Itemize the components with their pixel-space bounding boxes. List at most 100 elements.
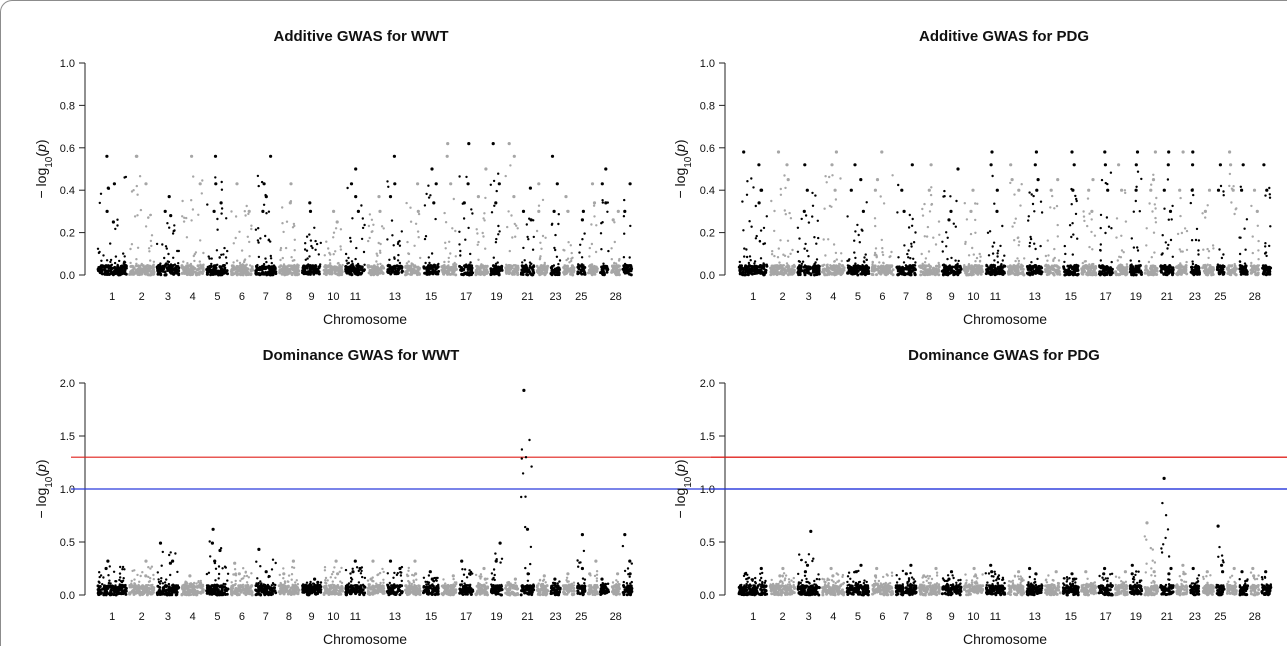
snp-point: [773, 254, 776, 258]
snp-point: [1108, 271, 1112, 275]
snp-point: [292, 267, 295, 271]
snp-point: [181, 215, 184, 218]
snp-point: [493, 204, 496, 207]
snp-point: [551, 269, 555, 273]
snp-point: [858, 241, 861, 244]
snp-point: [444, 266, 448, 270]
snp-point: [417, 236, 420, 239]
snp-point: [281, 256, 284, 260]
snp-point: [99, 192, 103, 195]
snp-point: [444, 269, 448, 273]
snp-point: [309, 270, 312, 274]
snp-point: [1264, 194, 1267, 197]
snp-point: [1034, 247, 1037, 251]
snp-point: [825, 181, 828, 184]
snp-point: [243, 258, 247, 261]
snp-point: [504, 174, 507, 178]
snp-point: [283, 265, 287, 269]
snp-point: [1211, 244, 1215, 247]
snp-point: [1182, 268, 1186, 272]
snp-point: [538, 272, 542, 276]
snp-point: [753, 260, 757, 263]
snp-point: [545, 268, 549, 272]
snp-point: [346, 271, 350, 275]
panel-1: Additive GWAS for WWT0.00.20.40.60.81.0−…: [33, 28, 634, 327]
y-tick-label: 0.4: [60, 185, 75, 197]
snp-point: [102, 267, 106, 271]
snp-point: [1202, 248, 1205, 251]
snp-point: [236, 259, 239, 262]
snp-point: [392, 244, 395, 247]
snp-peak-point: [537, 209, 541, 213]
snp-point: [1190, 265, 1194, 269]
snp-point: [398, 261, 402, 265]
x-tick-label: 1: [750, 291, 756, 303]
x-tick-label: 1: [109, 611, 115, 623]
snp-point: [955, 199, 958, 203]
snp-point: [1129, 267, 1133, 271]
snp-point: [830, 205, 833, 208]
snp-point: [991, 252, 995, 255]
snp-point: [96, 267, 100, 271]
snp-point: [953, 272, 957, 276]
snp-point: [164, 273, 168, 277]
snp-point: [600, 270, 604, 274]
snp-point: [1192, 193, 1195, 197]
x-tick-label: 7: [263, 291, 269, 303]
snp-peak-point: [529, 218, 533, 222]
snp-point: [871, 263, 874, 266]
snp-peak-point: [106, 186, 110, 190]
snp-point: [485, 264, 489, 268]
snp-peak-point: [1252, 188, 1257, 192]
snp-point: [806, 249, 809, 252]
snp-point: [248, 255, 251, 258]
snp-point: [243, 210, 246, 213]
snp-point: [1251, 251, 1255, 255]
snp-point: [388, 258, 391, 261]
snp-point: [1181, 250, 1184, 253]
snp-point: [190, 199, 193, 202]
snp-point: [590, 266, 593, 270]
snp-point: [934, 271, 937, 275]
snp-point: [525, 273, 529, 276]
snp-point: [824, 254, 827, 257]
snp-peak-point: [476, 195, 480, 199]
snp-point: [1084, 264, 1088, 268]
snp-point: [1076, 272, 1080, 276]
snp-point: [382, 227, 385, 230]
snp-point: [319, 263, 322, 266]
snp-point: [1205, 273, 1209, 277]
snp-point: [1212, 247, 1215, 250]
snp-point: [1120, 234, 1123, 237]
snp-point: [409, 220, 413, 223]
snp-point: [625, 271, 629, 275]
snp-point: [1017, 263, 1020, 266]
snp-point: [393, 256, 396, 259]
snp-peak-point: [956, 167, 960, 171]
snp-point: [282, 268, 286, 272]
snp-point: [967, 254, 971, 257]
snp-peak-point: [1262, 163, 1266, 167]
snp-point: [988, 230, 992, 233]
snp-point: [865, 201, 868, 204]
snp-point: [1243, 262, 1247, 265]
snp-point: [452, 197, 455, 201]
snp-point: [443, 260, 446, 264]
snp-point: [1208, 266, 1212, 270]
snp-point: [147, 247, 151, 250]
snp-peak-point: [1049, 188, 1053, 192]
snp-point: [173, 224, 176, 227]
snp-point: [363, 263, 366, 266]
snp-point: [1264, 245, 1267, 248]
snp-point: [1082, 210, 1085, 213]
snp-point: [1000, 263, 1003, 266]
snp-point: [1046, 239, 1050, 242]
snp-peak-point: [776, 150, 781, 154]
snp-point: [494, 241, 498, 244]
snp-point: [272, 266, 276, 270]
snp-point: [368, 236, 371, 240]
snp-point: [785, 269, 788, 273]
snp-point: [524, 263, 528, 266]
snp-peak-point: [880, 150, 884, 154]
